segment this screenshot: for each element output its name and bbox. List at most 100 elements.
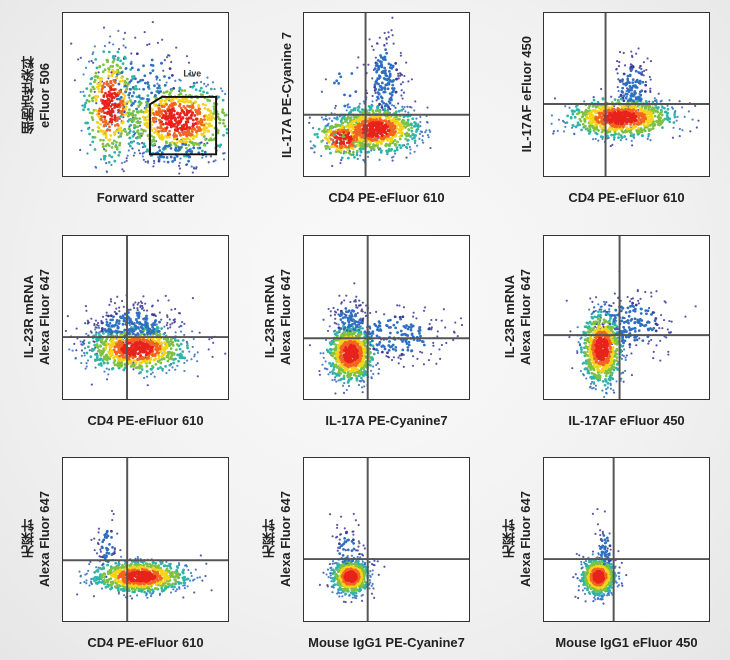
event-dot (334, 125, 337, 129)
event-dot (325, 133, 328, 137)
event-dot (131, 332, 135, 336)
event-dot (335, 141, 339, 145)
event-dot (343, 104, 347, 108)
event-dot (198, 112, 202, 116)
event-dot (339, 149, 343, 153)
event-dot (108, 101, 111, 105)
event-dot (317, 127, 321, 131)
event-dot (174, 118, 177, 122)
event-dot (359, 154, 362, 157)
event-dot (583, 100, 586, 103)
event-dot (194, 88, 198, 92)
event-dot (391, 34, 394, 37)
event-dot (676, 115, 679, 118)
event-dot (192, 337, 195, 341)
event-dot (611, 143, 614, 146)
event-dot (158, 86, 162, 90)
event-dot (334, 104, 337, 107)
event-dot (387, 31, 390, 34)
event-dot (617, 65, 621, 68)
event-dot (85, 309, 88, 312)
event-dot (574, 105, 578, 108)
event-dot (150, 58, 154, 62)
event-dot (92, 51, 95, 54)
event-dot (107, 90, 111, 94)
event-dot (344, 117, 348, 121)
event-dot (385, 42, 388, 45)
event-dot (599, 108, 603, 112)
event-dot (123, 160, 126, 164)
event-dot (570, 126, 574, 129)
event-dot (146, 105, 150, 109)
event-dot (186, 137, 189, 140)
event-dot (96, 346, 100, 349)
event-dot (651, 106, 655, 110)
event-dot (137, 68, 140, 72)
event-dot (606, 134, 609, 138)
event-dot (180, 89, 184, 92)
event-dot (154, 357, 157, 361)
event-dot (178, 131, 181, 135)
event-dot (146, 122, 150, 126)
event-dot (631, 78, 635, 82)
event-dot (190, 74, 194, 77)
event-dot (190, 106, 194, 110)
event-dot (581, 122, 585, 126)
event-dot (660, 113, 664, 117)
event-dot (573, 110, 576, 113)
event-dot (80, 349, 84, 352)
event-dot (380, 65, 384, 69)
event-dot (102, 361, 106, 365)
event-dot (585, 115, 589, 118)
event-dot (392, 124, 396, 128)
event-dot (426, 134, 429, 137)
event-dot (88, 111, 92, 115)
event-dot (105, 378, 109, 381)
event-dot (109, 314, 113, 318)
event-dot (130, 103, 133, 107)
event-dot (383, 86, 387, 90)
event-dot (183, 322, 186, 325)
event-dot (143, 323, 147, 327)
event-dot (168, 357, 171, 361)
event-dot (399, 51, 402, 54)
event-dot (82, 108, 85, 112)
event-dot (331, 164, 334, 168)
event-dot (173, 131, 176, 135)
event-dot (164, 112, 168, 116)
event-dot (111, 103, 114, 106)
event-dot (126, 82, 130, 86)
event-dot (419, 125, 422, 128)
event-dot (594, 111, 597, 115)
event-dot (122, 128, 126, 132)
event-dot (117, 82, 121, 86)
event-dot (661, 119, 665, 123)
event-dot (81, 341, 85, 344)
event-dot (341, 124, 344, 128)
event-dot (155, 75, 159, 79)
event-dot (631, 124, 634, 128)
event-dot (400, 108, 404, 112)
event-dot (79, 340, 82, 343)
event-dot (188, 138, 192, 142)
event-dot (622, 99, 626, 103)
event-dot (209, 111, 213, 115)
event-dot (205, 91, 209, 95)
event-dot (411, 117, 415, 121)
event-dot (104, 144, 108, 148)
event-dot (343, 144, 347, 148)
event-dot (635, 128, 639, 132)
event-dot (121, 350, 125, 354)
event-dot (111, 88, 115, 92)
event-dot (396, 140, 399, 144)
event-dot (648, 75, 651, 79)
event-dot (117, 322, 121, 325)
event-dot (397, 109, 401, 113)
event-dot (186, 342, 189, 345)
event-dot (165, 103, 169, 106)
event-dot (87, 341, 91, 345)
event-dot (157, 157, 161, 161)
event-dot (92, 61, 95, 64)
event-dot (81, 104, 84, 107)
event-dot (158, 149, 162, 152)
